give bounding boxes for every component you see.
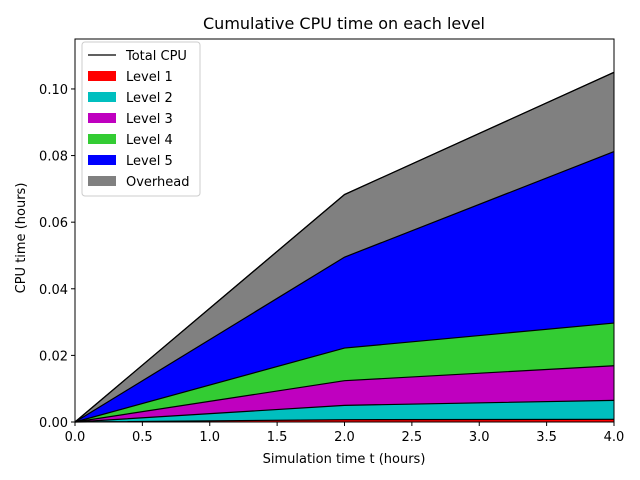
x-tick-label: 3.0	[469, 430, 490, 445]
legend-swatch-level-5	[88, 155, 116, 165]
legend-swatch-overhead	[88, 176, 116, 186]
area-level-3	[75, 365, 614, 422]
x-tick-label: 1.5	[267, 430, 288, 445]
legend-label-level-5: Level 5	[126, 154, 173, 169]
legend-label-level-4: Level 4	[126, 133, 173, 148]
legend-swatch-level-2	[88, 92, 116, 102]
y-tick-label: 0.00	[39, 416, 68, 431]
x-tick-label: 3.5	[536, 430, 557, 445]
x-tick-label: 2.0	[334, 430, 355, 445]
x-tick-label: 4.0	[604, 430, 625, 445]
legend-label-level-1: Level 1	[126, 70, 173, 85]
y-tick-label: 0.08	[39, 150, 68, 165]
line-top-level-2	[74, 399, 615, 423]
legend-label-total-cpu: Total CPU	[125, 49, 187, 64]
x-tick-label: 1.0	[199, 430, 220, 445]
y-axis-label: CPU time (hours)	[14, 183, 29, 294]
area-level-2	[75, 400, 614, 422]
legend-swatch-level-4	[88, 134, 116, 144]
area-level-5	[75, 151, 614, 422]
stacked-areas	[75, 72, 614, 422]
y-tick-label: 0.06	[39, 216, 68, 231]
y-tick-label: 0.04	[39, 283, 68, 298]
line-top-level-4	[74, 322, 615, 423]
area-level-4	[75, 323, 614, 422]
line-top-level-3	[74, 365, 615, 423]
legend-label-level-2: Level 2	[126, 91, 173, 106]
legend: Total CPU Level 1 Level 2 Level 3 Level 4 Lev…	[81, 41, 201, 197]
y-tick-label: 0.10	[39, 83, 68, 98]
x-tick-label: 0.5	[132, 430, 153, 445]
total-cpu-line	[74, 71, 615, 423]
line-top-level-5	[74, 151, 615, 423]
x-tick-label: 2.5	[402, 430, 423, 445]
legend-swatch-level-1	[88, 71, 116, 81]
line-top-level-1	[74, 418, 615, 423]
area-boundary-lines	[74, 71, 615, 423]
legend-label-level-3: Level 3	[126, 112, 173, 127]
legend-swatch-level-3	[88, 113, 116, 123]
legend-label-overhead: Overhead	[126, 175, 190, 190]
x-axis-label: Simulation time t (hours)	[263, 452, 426, 467]
chart-title: Cumulative CPU time on each level	[203, 14, 485, 33]
y-axis-ticks: 0.00 0.02 0.04 0.06 0.08 0.10	[39, 83, 75, 431]
area-overhead	[75, 72, 614, 422]
x-tick-label: 0.0	[65, 430, 86, 445]
y-tick-label: 0.02	[39, 349, 68, 364]
x-axis-ticks: 0.0 0.5 1.0 1.5 2.0 2.5 3.0 3.5 4.0	[65, 422, 625, 445]
